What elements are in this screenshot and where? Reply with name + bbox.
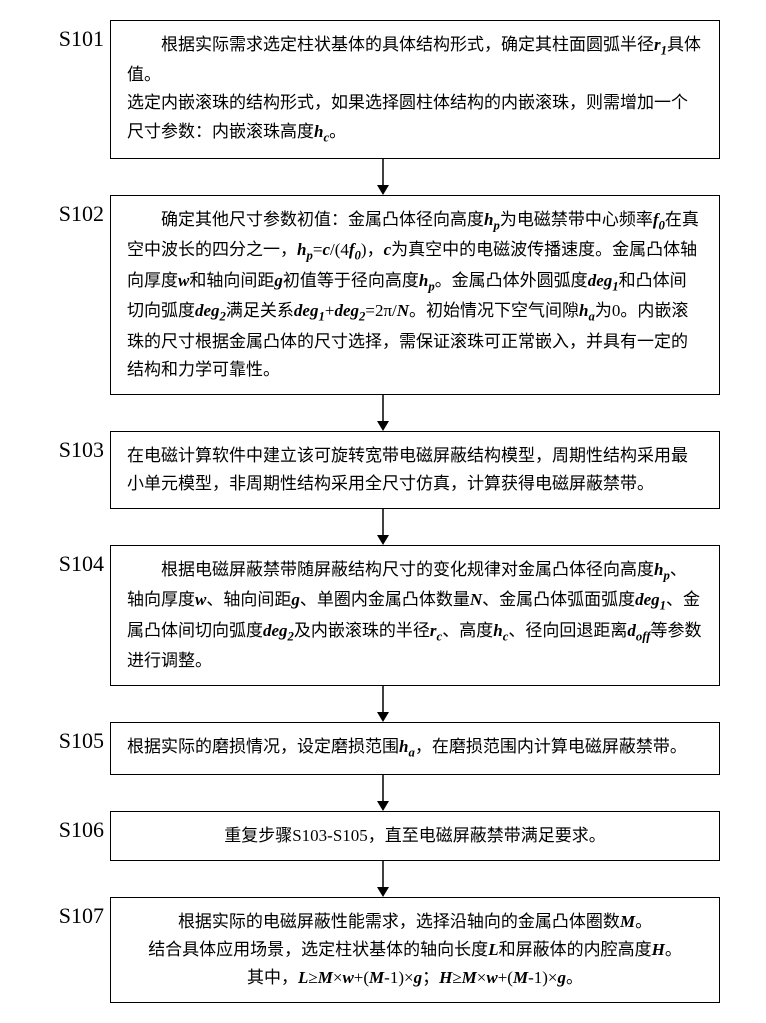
step-label: S106 [20,811,110,843]
step-box: 根据电磁屏蔽禁带随屏蔽结构尺寸的变化规律对金属凸体径向高度hp、轴向厚度w、轴向… [110,545,720,686]
step-label: S105 [20,722,110,754]
step-box: 在电磁计算软件中建立该可旋转宽带电磁屏蔽结构模型，周期性结构采用最小单元模型，非… [110,431,720,509]
flow-step-S106: S106 重复步骤S103-S105，直至电磁屏蔽禁带满足要求。 [20,811,746,861]
step-text: 确定其他尺寸参数初值：金属凸体径向高度hp为电磁禁带中心频率f0在真空中波长的四… [127,206,703,384]
arrow-down-icon [20,159,746,195]
arrow-down-icon [20,775,746,811]
step-box: 根据实际需求选定柱状基体的具体结构形式，确定其柱面圆弧半径r1具体值。选定内嵌滚… [110,20,720,159]
flow-step-S107: S107根据实际的电磁屏蔽性能需求，选择沿轴向的金属凸体圈数M。结合具体应用场景… [20,897,746,1003]
step-box: 确定其他尺寸参数初值：金属凸体径向高度hp为电磁禁带中心频率f0在真空中波长的四… [110,195,720,395]
step-text: 根据实际的电磁屏蔽性能需求，选择沿轴向的金属凸体圈数M。 [127,908,703,936]
flow-step-S103: S103 在电磁计算软件中建立该可旋转宽带电磁屏蔽结构模型，周期性结构采用最小单元… [20,431,746,509]
step-text: 选定内嵌滚珠的结构形式，如果选择圆柱体结构的内嵌滚珠，则需增加一个尺寸参数：内嵌… [127,89,703,147]
step-text: 根据电磁屏蔽禁带随屏蔽结构尺寸的变化规律对金属凸体径向高度hp、轴向厚度w、轴向… [127,556,703,675]
step-label: S101 [20,20,110,52]
step-text: 结合具体应用场景，选定柱状基体的轴向长度L和屏蔽体的内腔高度H。 [127,936,703,964]
step-text: 根据实际的磨损情况，设定磨损范围ha，在磨损范围内计算电磁屏蔽禁带。 [127,733,703,763]
step-box: 根据实际的电磁屏蔽性能需求，选择沿轴向的金属凸体圈数M。结合具体应用场景，选定柱… [110,897,720,1003]
flow-step-S102: S102 确定其他尺寸参数初值：金属凸体径向高度hp为电磁禁带中心频率f0在真空中… [20,195,746,395]
step-text: 其中，L≥M×w+(M-1)×g；H≥M×w+(M-1)×g。 [127,964,703,992]
step-text: 根据实际需求选定柱状基体的具体结构形式，确定其柱面圆弧半径r1具体值。 [127,31,703,89]
step-label: S102 [20,195,110,227]
flowchart-container: S101根据实际需求选定柱状基体的具体结构形式，确定其柱面圆弧半径r1具体值。选… [20,20,746,1003]
step-text: 在电磁计算软件中建立该可旋转宽带电磁屏蔽结构模型，周期性结构采用最小单元模型，非… [127,442,703,498]
step-text: 重复步骤S103-S105，直至电磁屏蔽禁带满足要求。 [127,822,703,850]
arrow-down-icon [20,395,746,431]
step-label: S103 [20,431,110,463]
arrow-down-icon [20,509,746,545]
step-label: S104 [20,545,110,577]
step-box: 重复步骤S103-S105，直至电磁屏蔽禁带满足要求。 [110,811,720,861]
step-box: 根据实际的磨损情况，设定磨损范围ha，在磨损范围内计算电磁屏蔽禁带。 [110,722,720,774]
arrow-down-icon [20,861,746,897]
flow-step-S105: S105 根据实际的磨损情况，设定磨损范围ha，在磨损范围内计算电磁屏蔽禁带。 [20,722,746,774]
step-label: S107 [20,897,110,929]
flow-step-S104: S104 根据电磁屏蔽禁带随屏蔽结构尺寸的变化规律对金属凸体径向高度hp、轴向厚度… [20,545,746,686]
flow-step-S101: S101根据实际需求选定柱状基体的具体结构形式，确定其柱面圆弧半径r1具体值。选… [20,20,746,159]
arrow-down-icon [20,686,746,722]
